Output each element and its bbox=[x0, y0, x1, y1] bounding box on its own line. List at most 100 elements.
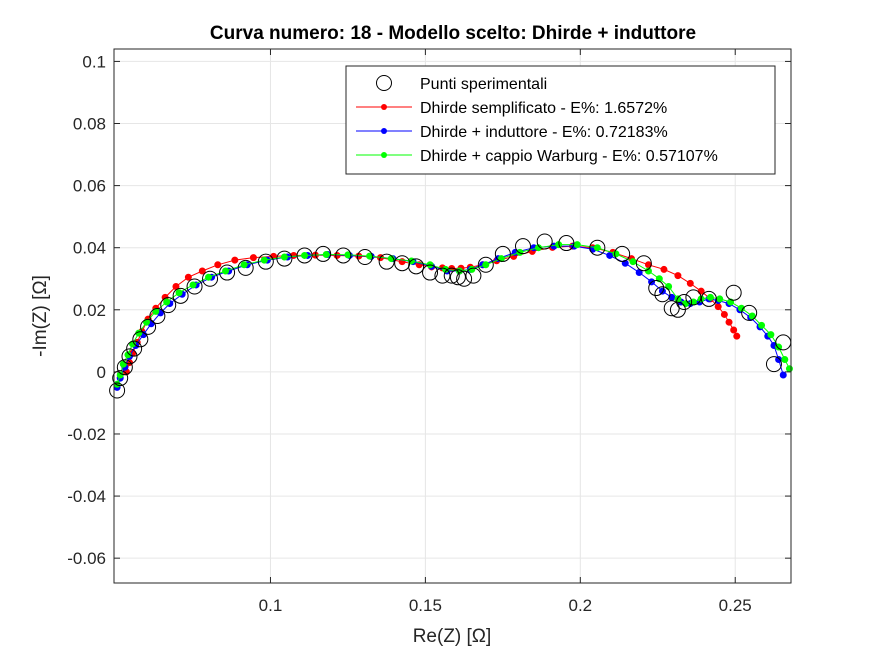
data-point bbox=[775, 343, 783, 351]
series-0 bbox=[109, 233, 792, 399]
data-point bbox=[189, 281, 197, 289]
data-point bbox=[219, 264, 236, 281]
plot-frame bbox=[113, 48, 792, 584]
data-point bbox=[113, 380, 121, 388]
legend-label: Punti sperimentali bbox=[420, 76, 547, 93]
data-point bbox=[315, 245, 332, 262]
data-point bbox=[658, 287, 666, 295]
data-point bbox=[629, 258, 637, 266]
data-point bbox=[660, 265, 668, 273]
data-point bbox=[205, 273, 213, 281]
data-point bbox=[112, 370, 129, 387]
data-point bbox=[257, 253, 274, 270]
data-point bbox=[296, 247, 313, 264]
series-line bbox=[116, 245, 784, 388]
data-point bbox=[249, 254, 257, 262]
data-point bbox=[202, 270, 219, 287]
data-point bbox=[175, 289, 183, 297]
data-point bbox=[422, 264, 439, 281]
data-point bbox=[536, 233, 553, 250]
y-axis-label: -Im(Z) [Ω] bbox=[30, 275, 51, 357]
y-tick-label: 0.08 bbox=[73, 115, 106, 134]
y-tick-label: -0.06 bbox=[67, 549, 106, 568]
grid-lines bbox=[114, 49, 791, 583]
data-point bbox=[765, 356, 782, 373]
data-point bbox=[606, 251, 614, 259]
axis-ticks: 0.1 0.15 0.2 0.25 0.1 0.08 0.06 0.04 0.02 0 -0.02 -… bbox=[67, 49, 791, 615]
data-point bbox=[109, 382, 126, 399]
data-point bbox=[514, 238, 531, 255]
data-point bbox=[184, 273, 192, 281]
data-point bbox=[720, 310, 728, 318]
data-point bbox=[186, 278, 203, 295]
data-point bbox=[654, 286, 671, 303]
data-point bbox=[280, 253, 288, 261]
data-point bbox=[758, 321, 766, 329]
legend-item: Dhirde semplificato - E%: 1.6572% bbox=[356, 100, 667, 117]
y-tick-label: 0.06 bbox=[73, 177, 106, 196]
legend-marker bbox=[381, 128, 387, 134]
data-point bbox=[648, 280, 665, 297]
data-point bbox=[614, 245, 631, 262]
data-point bbox=[124, 351, 132, 359]
x-tick-label: 0.2 bbox=[568, 596, 592, 615]
data-point bbox=[516, 248, 524, 256]
data-point bbox=[612, 250, 620, 258]
x-tick-label: 0.1 bbox=[259, 596, 283, 615]
data-point bbox=[160, 297, 177, 314]
data-point bbox=[730, 326, 738, 334]
data-point bbox=[378, 253, 395, 270]
data-point bbox=[779, 371, 787, 379]
data-point bbox=[725, 318, 733, 326]
data-point bbox=[149, 308, 166, 324]
data-point bbox=[534, 244, 542, 252]
data-point bbox=[237, 259, 254, 276]
data-point bbox=[116, 359, 133, 376]
data-point bbox=[700, 290, 717, 307]
chart-title: Curva numero: 18 - Modello scelto: Dhird… bbox=[210, 23, 696, 44]
legend-marker bbox=[381, 152, 387, 158]
data-point bbox=[214, 261, 222, 269]
data-point bbox=[674, 295, 682, 303]
data-point bbox=[335, 247, 352, 264]
legend: Punti sperimentali Dhirde semplificato - … bbox=[345, 65, 776, 175]
y-tick-label: 0.02 bbox=[73, 301, 106, 320]
data-point bbox=[456, 270, 473, 287]
data-point bbox=[558, 235, 575, 252]
legend-label: Dhirde + cappio Warburg - E%: 0.57107% bbox=[420, 148, 718, 165]
data-point bbox=[322, 251, 330, 259]
x-tick-label: 0.15 bbox=[409, 596, 442, 615]
data-point bbox=[767, 331, 775, 339]
data-point bbox=[222, 267, 230, 275]
data-point bbox=[356, 249, 373, 266]
data-point bbox=[482, 261, 490, 269]
data-point bbox=[477, 256, 494, 273]
data-point bbox=[665, 283, 673, 291]
series-layer bbox=[109, 233, 793, 399]
data-point bbox=[434, 267, 451, 284]
data-point bbox=[301, 251, 309, 259]
x-tick-label: 0.25 bbox=[719, 596, 752, 615]
legend-item: Dhirde + cappio Warburg - E%: 0.57107% bbox=[356, 148, 718, 165]
data-point bbox=[741, 304, 758, 321]
data-point bbox=[276, 250, 293, 267]
data-point bbox=[685, 289, 702, 306]
data-point bbox=[686, 279, 694, 287]
data-point bbox=[231, 256, 239, 264]
data-point bbox=[781, 355, 789, 363]
y-tick-label: 0.04 bbox=[73, 239, 106, 258]
data-point bbox=[593, 244, 601, 252]
data-point bbox=[140, 318, 157, 335]
data-point bbox=[172, 287, 189, 304]
data-point bbox=[635, 255, 652, 272]
data-point bbox=[119, 360, 127, 368]
data-point bbox=[198, 267, 206, 275]
data-point bbox=[676, 294, 693, 311]
legend-box bbox=[345, 65, 776, 175]
y-tick-label: 0.1 bbox=[82, 52, 106, 71]
data-point bbox=[443, 267, 460, 284]
x-axis-label: Re(Z) [Ω] bbox=[413, 626, 492, 647]
legend-label: Dhirde + induttore - E%: 0.72183% bbox=[420, 124, 668, 141]
data-point bbox=[260, 256, 268, 264]
